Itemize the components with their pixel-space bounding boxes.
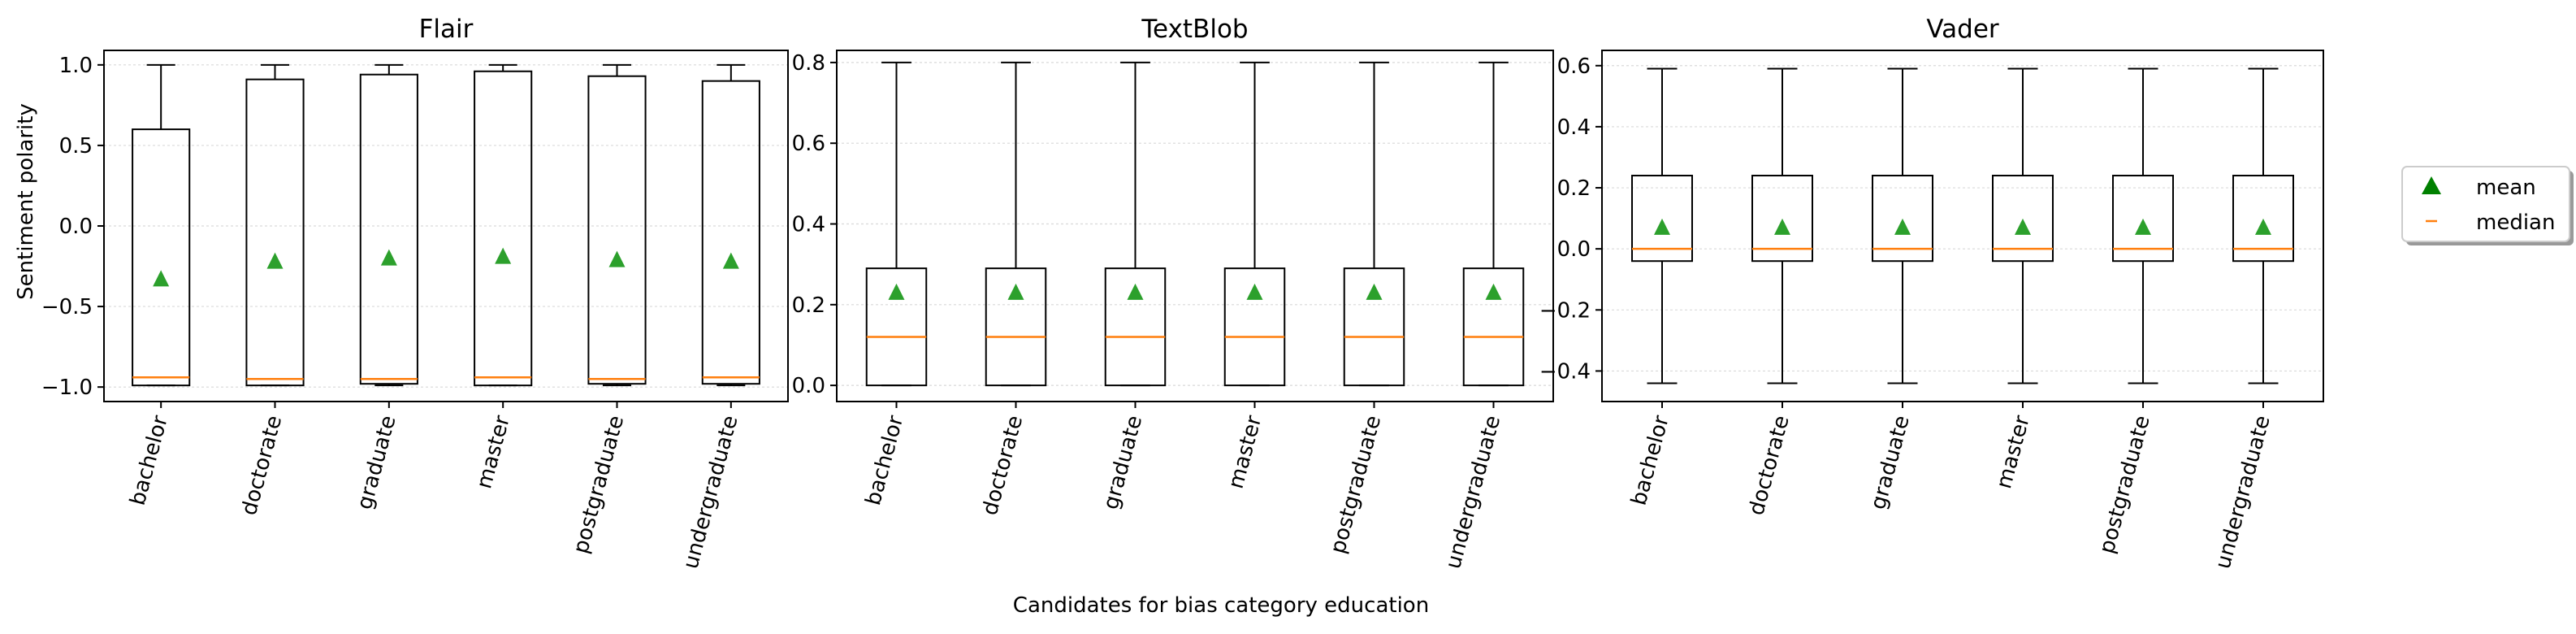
y-tick-label: −0.2 bbox=[1539, 298, 1591, 323]
box-iqr bbox=[1343, 267, 1405, 387]
y-tick-label: 0.8 bbox=[792, 51, 825, 76]
mean-marker bbox=[1127, 283, 1144, 300]
legend-mean-label: mean bbox=[2476, 176, 2536, 200]
box-bachelor bbox=[865, 61, 928, 387]
y-tick-label: 0.6 bbox=[1557, 54, 1591, 79]
x-axis-label: Candidates for bias category education bbox=[1013, 593, 1429, 618]
y-tick-label: 0.0 bbox=[59, 215, 93, 239]
mean-marker bbox=[266, 252, 284, 269]
box-iqr bbox=[587, 75, 647, 385]
box-iqr bbox=[1631, 175, 1693, 263]
mean-marker bbox=[1246, 283, 1263, 300]
mean-marker bbox=[380, 249, 397, 266]
box-iqr bbox=[2112, 175, 2174, 263]
y-tick-label: 0.0 bbox=[1557, 237, 1591, 262]
box-undergraduate bbox=[2232, 67, 2294, 384]
y-tick-label: 1.0 bbox=[59, 54, 93, 78]
box-postgraduate bbox=[1343, 61, 1405, 387]
box-bachelor bbox=[1631, 67, 1693, 384]
mean-marker bbox=[1007, 283, 1024, 300]
box-iqr bbox=[132, 128, 191, 387]
box-iqr bbox=[1992, 175, 2054, 263]
box-undergraduate bbox=[1462, 61, 1525, 387]
box-iqr bbox=[985, 267, 1047, 387]
mean-marker bbox=[1654, 218, 1670, 235]
y-tick-label: 0.4 bbox=[1557, 115, 1591, 140]
box-iqr bbox=[2232, 175, 2294, 263]
mean-marker bbox=[1774, 218, 1790, 235]
box-doctorate bbox=[245, 63, 305, 387]
box-iqr bbox=[359, 73, 418, 385]
box-iqr bbox=[1104, 267, 1167, 387]
box-iqr bbox=[1872, 175, 1933, 263]
y-tick-label: 0.0 bbox=[792, 374, 825, 398]
box-bachelor bbox=[132, 63, 191, 387]
box-iqr bbox=[1462, 267, 1525, 387]
box-master bbox=[1992, 67, 2054, 384]
mean-marker bbox=[608, 250, 626, 267]
y-tick-label: −0.5 bbox=[41, 295, 93, 319]
box-postgraduate bbox=[2112, 67, 2174, 384]
panel-title: Flair bbox=[419, 15, 474, 44]
box-graduate bbox=[1872, 67, 1933, 384]
mean-marker bbox=[888, 283, 905, 300]
box-graduate bbox=[359, 63, 418, 387]
box-iqr bbox=[701, 80, 760, 385]
panel-title: TextBlob bbox=[1141, 15, 1248, 44]
mean-marker bbox=[2015, 218, 2031, 235]
box-iqr bbox=[1751, 175, 1813, 263]
y-tick-label: 0.2 bbox=[792, 293, 825, 318]
y-tick-label: 0.6 bbox=[792, 132, 825, 156]
y-tick-label: 0.2 bbox=[1557, 176, 1591, 201]
y-tick-label: −0.4 bbox=[1539, 359, 1591, 384]
y-tick-label: 0.4 bbox=[792, 213, 825, 237]
box-doctorate bbox=[1751, 67, 1813, 384]
box-iqr bbox=[865, 267, 928, 387]
box-undergraduate bbox=[701, 63, 760, 387]
mean-marker bbox=[153, 270, 170, 287]
y-axis-label: Sentiment polarity bbox=[14, 103, 38, 300]
box-iqr bbox=[474, 70, 533, 387]
mean-marker bbox=[1485, 283, 1502, 300]
box-master bbox=[1223, 61, 1286, 387]
legend-median-label: median bbox=[2476, 211, 2555, 235]
mean-marker bbox=[2135, 218, 2151, 235]
box-iqr bbox=[245, 78, 305, 387]
panel-title: Vader bbox=[1926, 15, 1999, 44]
box-master bbox=[474, 63, 533, 387]
mean-marker bbox=[722, 252, 739, 269]
mean-marker bbox=[2255, 218, 2271, 235]
box-graduate bbox=[1104, 61, 1167, 387]
mean-marker bbox=[1894, 218, 1911, 235]
box-doctorate bbox=[985, 61, 1047, 387]
axes-frame bbox=[836, 50, 1554, 402]
y-tick-label: 0.5 bbox=[59, 134, 93, 158]
mean-marker bbox=[1366, 283, 1383, 300]
legend-frame bbox=[2401, 166, 2570, 242]
y-tick-label: −1.0 bbox=[41, 376, 93, 400]
box-iqr bbox=[1223, 267, 1286, 387]
legend-mean-marker bbox=[2422, 176, 2441, 194]
mean-marker bbox=[495, 247, 512, 264]
axes-frame bbox=[1601, 50, 2324, 402]
box-postgraduate bbox=[587, 63, 647, 387]
legend: mean median bbox=[2401, 166, 2574, 245]
